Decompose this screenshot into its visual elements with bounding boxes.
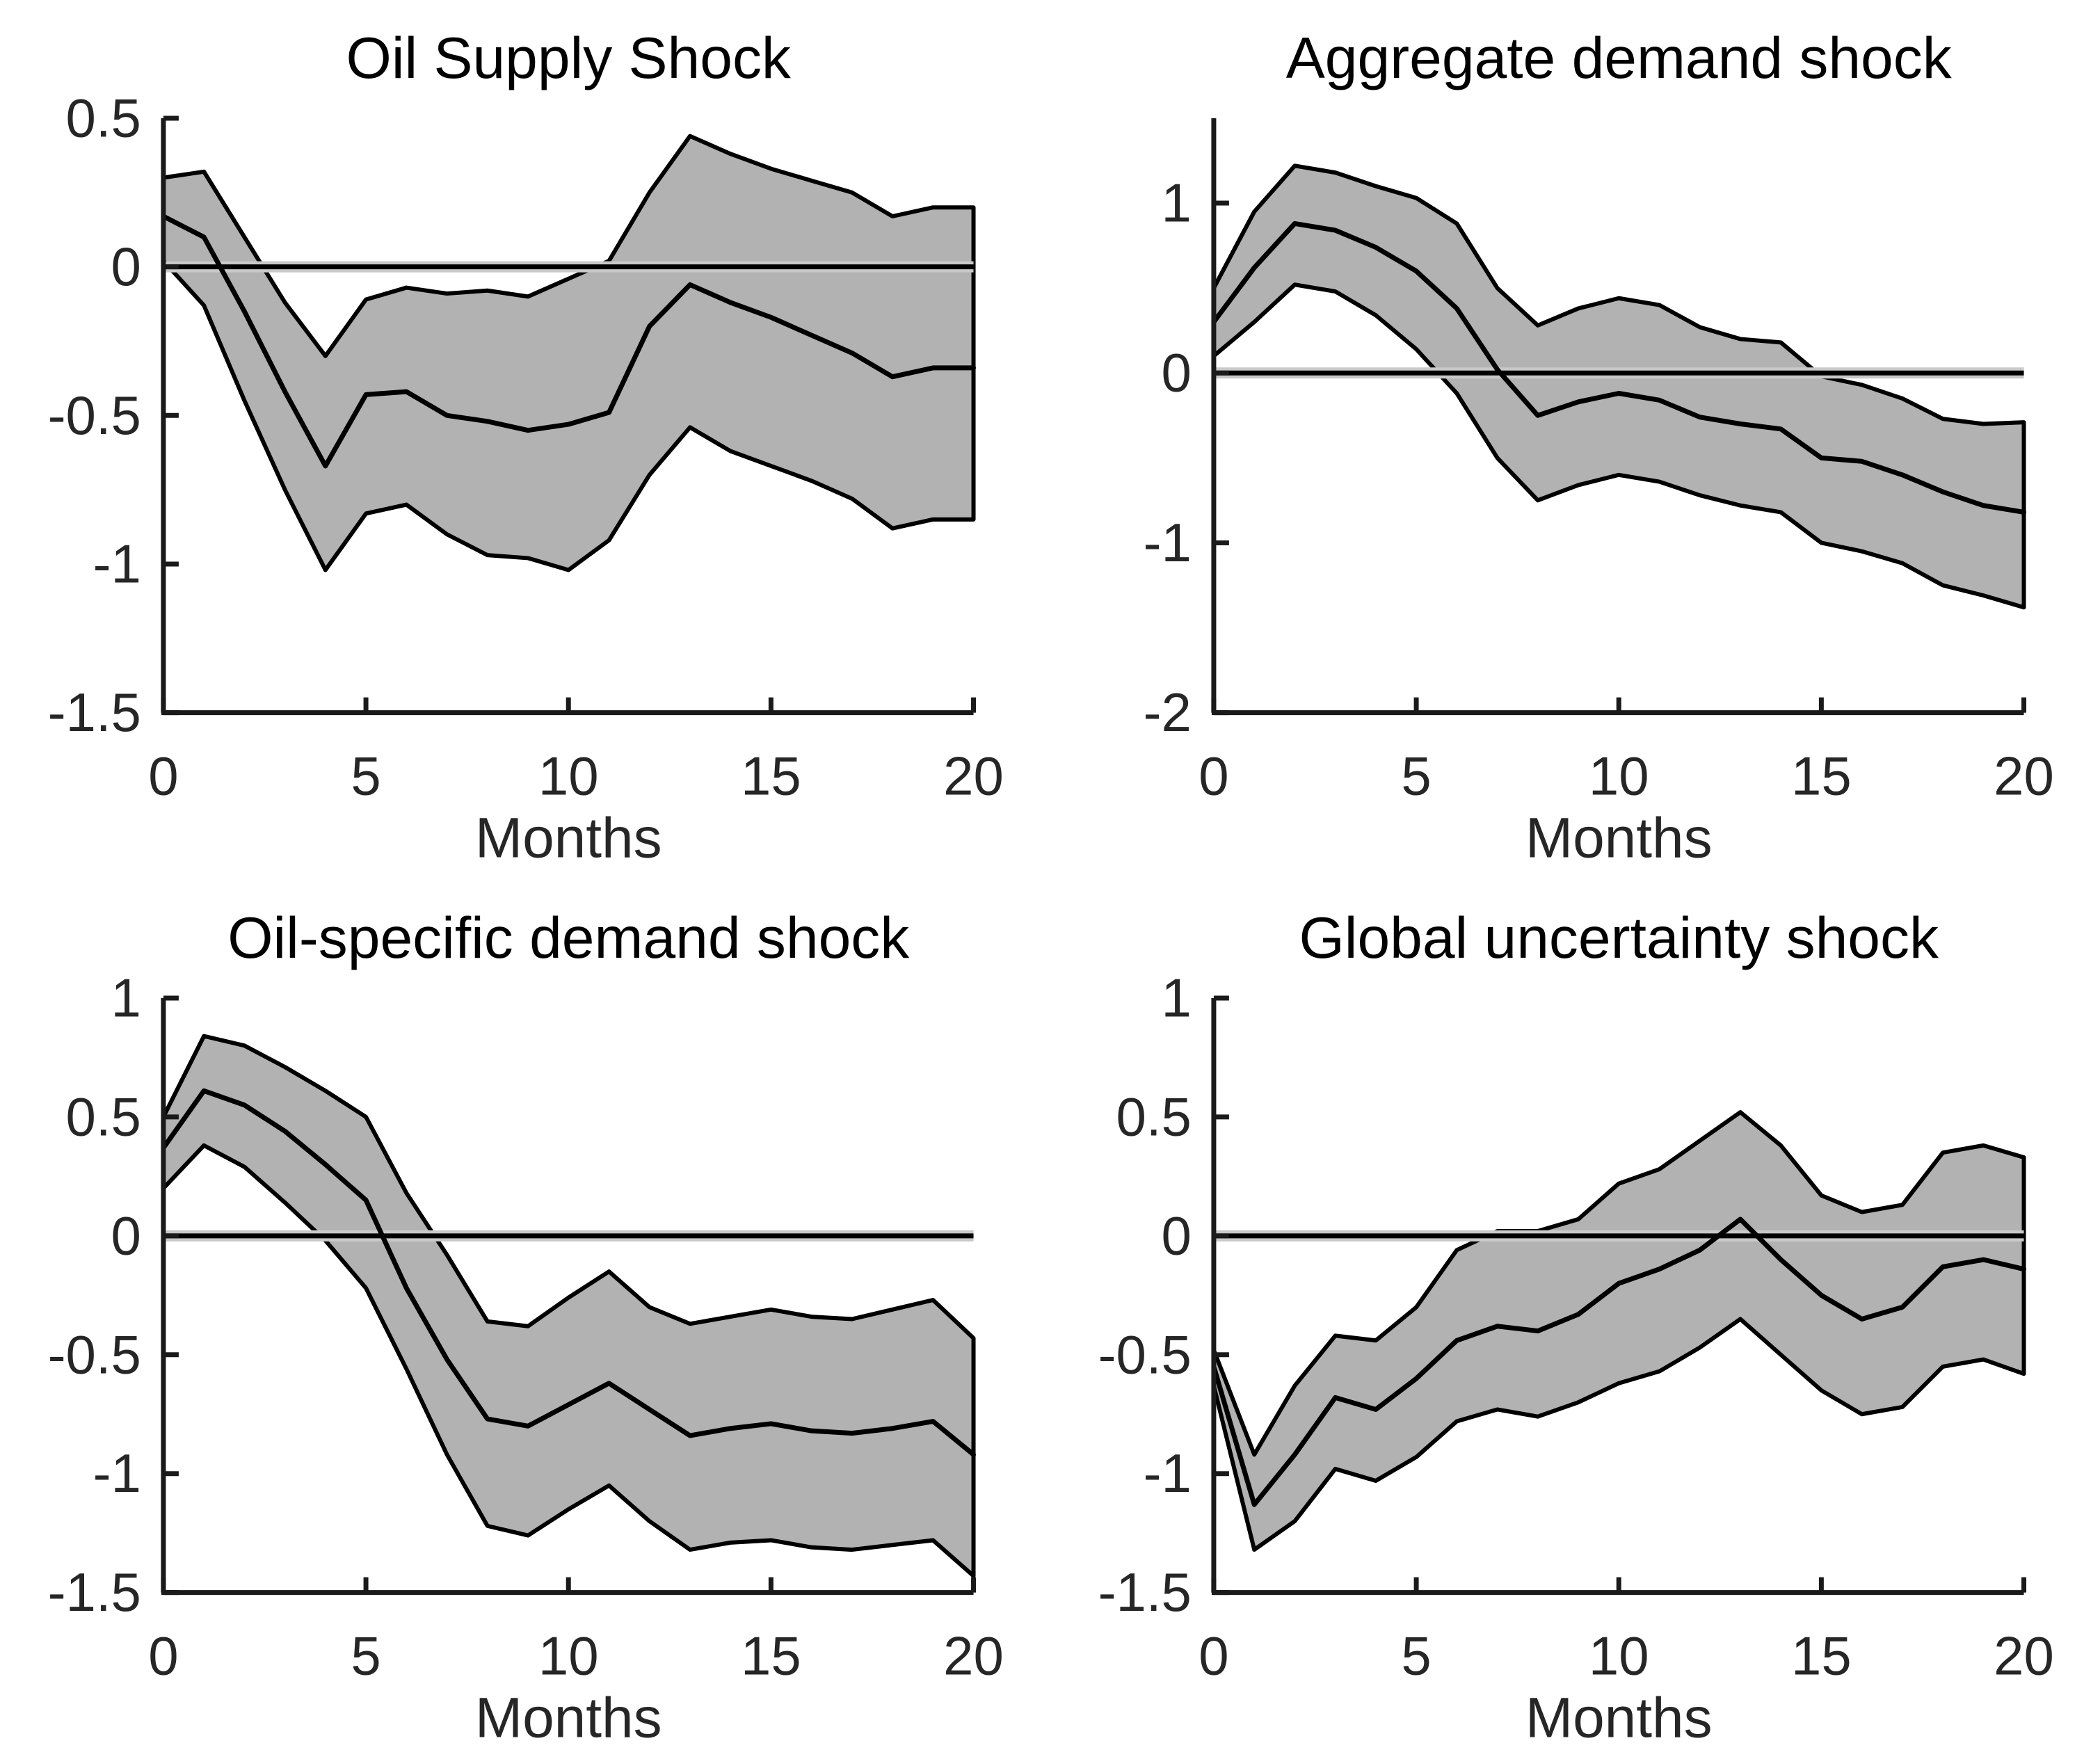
chart-title: Aggregate demand shock [1285,25,1952,90]
x-tick-label: 5 [351,746,380,807]
y-tick-label: 1 [1161,172,1191,234]
x-tick-label: 0 [148,1625,178,1686]
panel-oil-specific-demand-shock: 0 5 10 15 20 1 0.5 0 -0.5 -1 -1.5 Oil-specific dema… [0,880,1050,1759]
y-tick-label: 1 [1161,967,1191,1028]
x-tick-label: 20 [943,1625,1004,1686]
x-tick-label: 0 [1199,746,1228,807]
median-line [161,214,977,469]
y-tick-label: -1 [93,533,141,594]
x-axis-label: Months [1525,1686,1712,1749]
chart-oil-specific-demand-shock: 0 5 10 15 20 1 0.5 0 -0.5 -1 -1.5 Oil-specific dema… [48,905,1004,1750]
confidence-band [161,1034,976,1578]
x-tick-label: 10 [538,746,599,807]
panel-aggregate-demand-shock: 0 5 10 15 20 1 0 -1 -2 Aggregate demand shock Mont… [1050,0,2100,880]
median-line [1210,1216,2026,1507]
x-tick-label: 5 [1401,1625,1431,1686]
x-tick-label: 15 [741,1625,801,1686]
x-tick-label: 5 [1401,746,1431,807]
median-line [161,1088,977,1457]
y-tick-label: -1 [93,1443,141,1504]
x-tick-label: 10 [1588,746,1649,807]
y-tick-label: 0 [111,236,141,297]
y-tick-label: -0.5 [1098,1324,1191,1385]
chart-title: Oil-specific demand shock [227,905,910,970]
y-tick-label: 0.5 [1116,1086,1191,1147]
x-axis-label: Months [475,807,662,870]
y-tick-label: -1.5 [48,1561,141,1623]
y-tick-label: 0 [1161,342,1191,403]
y-tick-label: -0.5 [48,385,141,446]
chart-title: Global uncertainty shock [1299,905,1939,970]
y-tick-label: -1 [1143,512,1191,573]
x-tick-label: 0 [1199,1625,1228,1686]
y-tick-label: -0.5 [48,1324,141,1385]
x-tick-label: 10 [1588,1625,1649,1686]
confidence-band [1211,1109,2026,1552]
x-tick-label: 5 [351,1625,380,1686]
y-tick-label: -1 [1143,1443,1191,1504]
chart-title: Oil Supply Shock [346,25,792,90]
y-tick-label: -1.5 [1098,1561,1191,1623]
y-tick-label: -2 [1143,682,1191,743]
y-tick-label: 0 [111,1205,141,1266]
x-tick-label: 0 [148,746,178,807]
x-axis-label: Months [1525,807,1712,870]
y-tick-label: 0 [1161,1205,1191,1266]
x-axis-label: Months [475,1686,662,1749]
y-tick-label: -1.5 [48,682,141,743]
x-tick-label: 15 [741,746,801,807]
chart-global-uncertainty-shock: 0 5 10 15 20 1 0.5 0 -0.5 -1 -1.5 Global uncertaint… [1098,905,2054,1750]
confidence-band [1211,163,2026,610]
panel-global-uncertainty-shock: 0 5 10 15 20 1 0.5 0 -0.5 -1 -1.5 Global uncertaint… [1050,880,2100,1759]
confidence-band [161,134,976,572]
panel-oil-supply-shock: 0 5 10 15 20 0.5 0 -0.5 -1 -1.5 Oil Supply Shock Mo… [0,0,1050,880]
chart-oil-supply-shock: 0 5 10 15 20 0.5 0 -0.5 -1 -1.5 Oil Supply Shock Mo… [48,25,1004,870]
median-line [1210,220,2026,515]
x-tick-label: 10 [538,1625,599,1686]
x-tick-label: 15 [1791,1625,1852,1686]
x-tick-label: 20 [1994,746,2054,807]
x-tick-label: 20 [1994,1625,2054,1686]
x-tick-label: 15 [1791,746,1852,807]
x-tick-label: 20 [943,746,1004,807]
y-tick-label: 0.5 [66,87,141,148]
y-tick-label: 0.5 [66,1086,141,1147]
y-tick-label: 1 [111,967,141,1028]
